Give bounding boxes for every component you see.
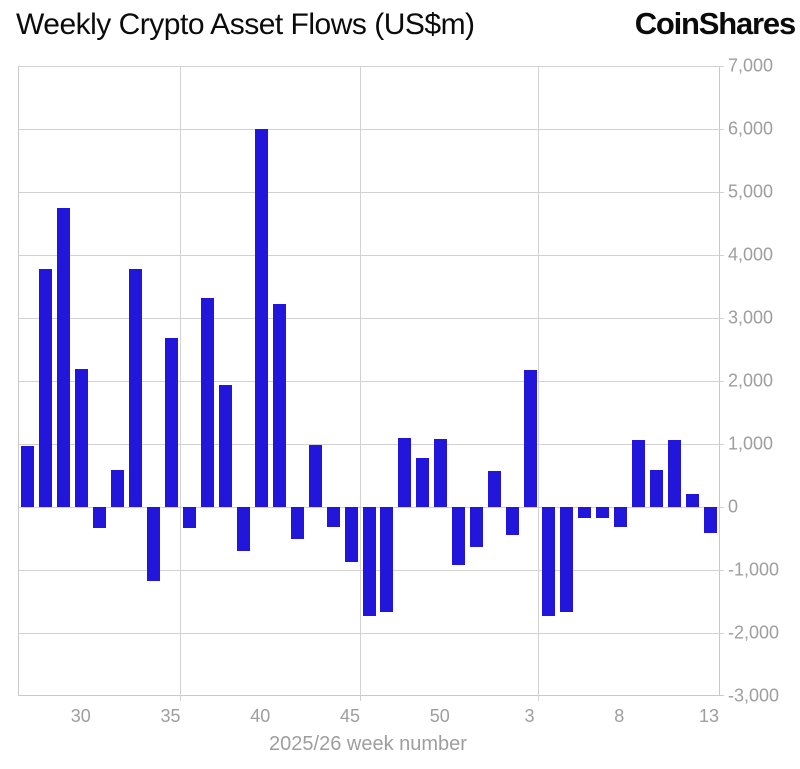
bar-week-7[interactable] [595, 507, 609, 519]
bar-week-30[interactable] [75, 369, 89, 507]
gridline-y-7000 [19, 66, 724, 67]
y-tick-label--3,000: -3,000 [728, 685, 780, 706]
x-tick-label-30: 30 [70, 706, 91, 726]
bar-week-48[interactable] [398, 437, 412, 507]
y-tick-label--1,000: -1,000 [728, 559, 780, 580]
bar-week-1[interactable] [488, 471, 502, 507]
bar-week-11[interactable] [667, 440, 681, 507]
x-axis-line [19, 695, 724, 696]
bar-week-36[interactable] [183, 507, 196, 529]
gridline-y-2000 [19, 381, 724, 382]
bar-week-35[interactable] [165, 338, 179, 507]
y-tick-label-1,000: 1,000 [728, 433, 774, 454]
bar-week-40[interactable] [254, 129, 268, 507]
bar-week-33[interactable] [129, 268, 143, 507]
bar-week-37[interactable] [200, 297, 214, 507]
bar-week-52[interactable] [470, 507, 484, 547]
y-tick-label--2,000: -2,000 [728, 622, 780, 643]
gridline-y-5000 [19, 192, 724, 193]
y-tick-label-3,000: 3,000 [728, 307, 774, 328]
gridline-x-0 [180, 66, 181, 701]
bar-week-29[interactable] [57, 207, 71, 507]
bar-week-8[interactable] [613, 507, 627, 528]
coinshares-logo: CoinShares [634, 6, 796, 41]
y-tick-label-4,000: 4,000 [728, 244, 774, 265]
bar-week-47[interactable] [380, 507, 394, 612]
bar-week-32[interactable] [111, 470, 125, 507]
bar-week-2[interactable] [506, 507, 520, 536]
y-tick-label-0: 0 [728, 496, 739, 517]
y-tick-label-2,000: 2,000 [728, 370, 774, 391]
bar-week-6[interactable] [577, 507, 591, 519]
gridline-x-2 [538, 66, 539, 701]
bar-week-9[interactable] [631, 439, 645, 507]
x-tick-label-35: 35 [160, 706, 181, 726]
bar-week-46[interactable] [362, 507, 376, 616]
bar-week-49[interactable] [416, 458, 430, 507]
gridline-y-3000 [19, 318, 724, 319]
bar-week-4[interactable] [541, 507, 555, 616]
bar-week-34[interactable] [147, 507, 161, 582]
gridline-x-1 [360, 66, 361, 701]
bar-week-42[interactable] [290, 507, 304, 539]
bar-week-41[interactable] [272, 303, 286, 507]
bar-week-28[interactable] [39, 268, 53, 507]
y-tick-label-7,000: 7,000 [728, 55, 774, 76]
x-tick-label-8: 8 [614, 706, 625, 726]
bar-week-50[interactable] [434, 438, 448, 507]
bar-week-13[interactable] [703, 507, 717, 533]
page-title: Weekly Crypto Asset Flows (US$m) [16, 8, 475, 41]
bar-week-3[interactable] [524, 369, 538, 507]
bar-week-44[interactable] [326, 507, 340, 527]
bar-week-51[interactable] [452, 507, 466, 565]
bar-week-31[interactable] [93, 507, 107, 528]
bar-week-38[interactable] [218, 385, 232, 507]
x-tick-label-45: 45 [340, 706, 361, 726]
gridline-y-4000 [19, 255, 724, 256]
bar-week-27[interactable] [21, 445, 35, 507]
x-tick-label-50: 50 [429, 706, 450, 726]
x-tick-label-3: 3 [524, 706, 535, 726]
y-tick-label-5,000: 5,000 [728, 181, 774, 202]
bar-week-39[interactable] [236, 507, 250, 552]
bar-week-10[interactable] [649, 469, 663, 507]
bar-week-43[interactable] [308, 445, 322, 507]
x-tick-label-13: 13 [699, 706, 720, 726]
gridline-y-1000 [19, 444, 724, 445]
gridline-y-6000 [19, 129, 724, 130]
bar-week-5[interactable] [559, 507, 573, 613]
x-tick-label-40: 40 [250, 706, 271, 726]
bar-week-12[interactable] [685, 494, 699, 507]
plot-area [18, 66, 724, 701]
y-tick-label-6,000: 6,000 [728, 118, 774, 139]
x-axis-title: 2025/26 week number [269, 733, 467, 755]
gridline-y--2000 [19, 633, 724, 634]
bar-week-45[interactable] [344, 507, 358, 563]
